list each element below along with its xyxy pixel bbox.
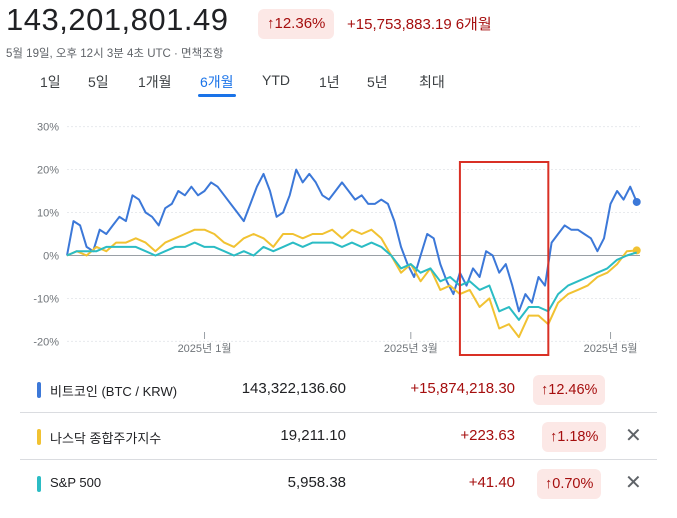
- timestamp-disclaimer[interactable]: 5월 19일, 오후 12시 3분 4초 UTC · 면책조항: [6, 48, 224, 60]
- series-change: +223.63: [460, 427, 515, 444]
- close-icon[interactable]: ✕: [625, 472, 642, 494]
- series-value: 143,322,136.60: [241, 380, 346, 397]
- series-pct-badge: ↑12.46%: [533, 375, 606, 405]
- tab-ytd[interactable]: YTD: [262, 72, 290, 88]
- close-icon[interactable]: ✕: [625, 425, 642, 447]
- change-value: +15,753,883.19: [347, 16, 452, 33]
- legend-row-btc[interactable]: 비트코인 (BTC / KRW) 143,322,136.60 +15,874,…: [0, 367, 677, 413]
- y-tick-label: -10%: [33, 293, 59, 305]
- series-pct-badge: ↑1.18%: [542, 422, 607, 452]
- series-change: +15,874,218.30: [410, 380, 515, 397]
- tab-max[interactable]: 최대: [419, 74, 445, 90]
- legend-row-nasdaq[interactable]: 나스닥 종합주가지수 19,211.10 +223.63 ↑1.18% ✕: [0, 414, 677, 460]
- x-tick-label: 2025년 3월: [384, 342, 438, 355]
- price-chart[interactable]: 30% 20% 10% 0% -10% -20% 2025년 1월 2025년 3월 2025년…: [0, 100, 677, 362]
- y-tick-label: 30%: [37, 122, 59, 134]
- tab-1d[interactable]: 1일: [40, 74, 61, 90]
- highlight-box: [458, 161, 550, 356]
- tab-5d[interactable]: 5일: [88, 74, 109, 90]
- series-change: +41.40: [468, 474, 515, 491]
- series-name: 나스닥 종합주가지수: [50, 431, 162, 446]
- absolute-change: +15,753,883.19 6개월: [347, 13, 492, 34]
- series-line: [66, 168, 638, 313]
- tab-1m[interactable]: 1개월: [138, 74, 172, 90]
- x-tick-label: 2025년 5월: [584, 342, 638, 355]
- series-name: S&P 500: [50, 475, 102, 490]
- series-color-swatch: [37, 476, 41, 492]
- change-period: 6개월: [455, 16, 492, 33]
- series-value: 5,958.38: [287, 474, 346, 491]
- series-color-swatch: [37, 429, 41, 445]
- percent-change-badge: ↑12.36%: [258, 9, 335, 39]
- series-pct-badge: ↑0.70%: [537, 469, 602, 499]
- series-line: [66, 228, 637, 339]
- divider: [20, 412, 657, 413]
- x-tick-label: 2025년 1월: [178, 342, 232, 355]
- tab-1y[interactable]: 1년: [319, 74, 340, 90]
- current-price: 143,201,801.49: [6, 2, 229, 37]
- series-end-marker: [632, 197, 641, 206]
- series-value: 19,211.10: [280, 427, 346, 444]
- series-name: 비트코인 (BTC / KRW): [50, 384, 178, 399]
- y-tick-label: -20%: [33, 336, 59, 348]
- tab-6m[interactable]: 6개월: [198, 74, 236, 97]
- series-color-swatch: [37, 382, 41, 398]
- y-tick-label: 20%: [37, 165, 59, 177]
- divider: [20, 459, 657, 460]
- range-tabs: 1일 5일 1개월 6개월 YTD 1년 5년 최대: [0, 70, 677, 98]
- legend-row-sp500[interactable]: S&P 500 5,958.38 +41.40 ↑0.70% ✕: [0, 461, 677, 507]
- y-tick-label: 10%: [37, 208, 59, 220]
- series-line: [66, 241, 637, 321]
- y-tick-label: 0%: [43, 250, 59, 262]
- tab-5y[interactable]: 5년: [367, 74, 388, 90]
- quote-header: 143,201,801.49 ↑12.36% +15,753,883.19 6개월…: [0, 0, 677, 70]
